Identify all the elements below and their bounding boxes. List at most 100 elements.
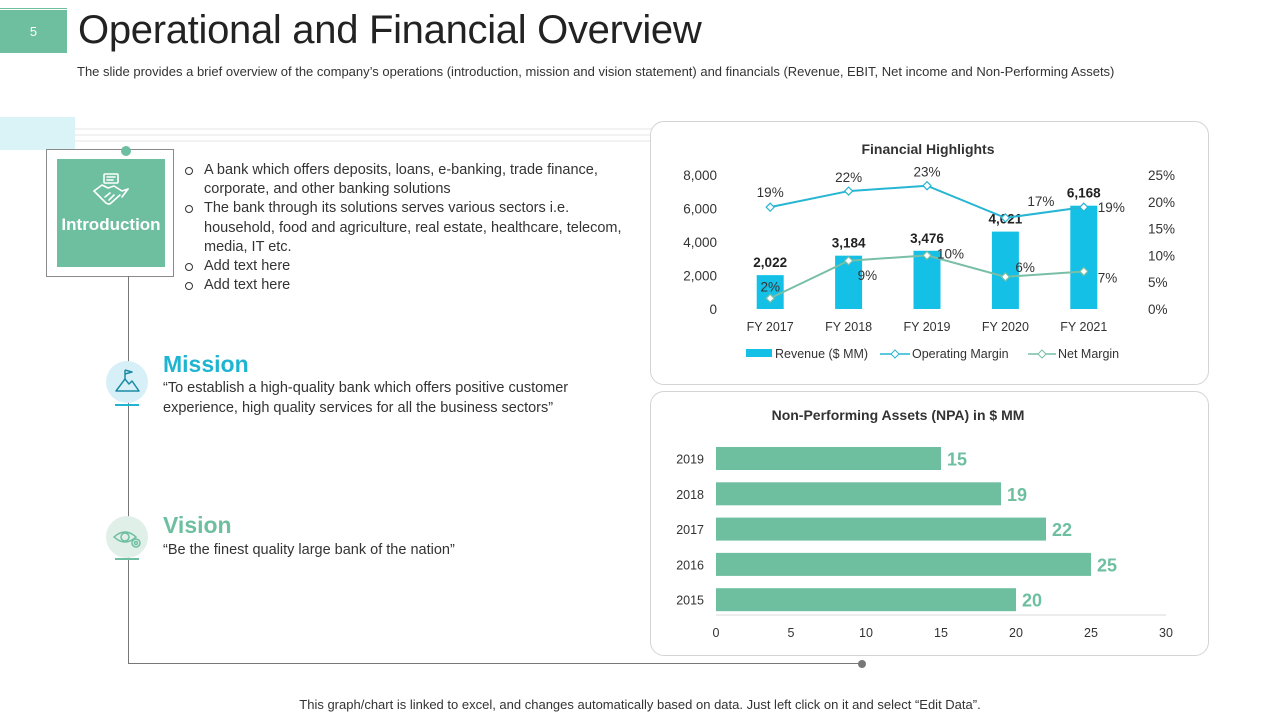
handshake-icon xyxy=(93,173,129,205)
chart-title: Non-Performing Assets (NPA) in $ MM xyxy=(772,407,1025,423)
legend-label: Net Margin xyxy=(1058,347,1119,361)
operating-margin-data-label: 19% xyxy=(757,185,784,200)
revenue-bar xyxy=(1070,205,1098,309)
npa-data-label: 25 xyxy=(1097,555,1117,575)
legend-label: Revenue ($ MM) xyxy=(775,347,868,361)
net-margin-data-label: 2% xyxy=(760,279,780,294)
net-margin-data-label: 7% xyxy=(1098,270,1118,285)
npa-bar xyxy=(716,482,1001,506)
decorative-lines xyxy=(75,128,655,142)
mountain-flag-icon xyxy=(115,369,140,392)
y-right-tick-label: 0% xyxy=(1148,302,1168,317)
npa-bar xyxy=(716,588,1016,612)
y-right-tick-label: 20% xyxy=(1148,195,1175,210)
mission-underline xyxy=(115,404,139,406)
operating-margin-data-label: 19% xyxy=(1098,200,1125,215)
page-title: Operational and Financial Overview xyxy=(78,8,702,52)
revenue-data-label: 2,022 xyxy=(753,255,787,270)
list-item: The bank through its solutions serves va… xyxy=(185,199,625,257)
operating-margin-marker xyxy=(1000,213,1011,223)
legend-marker-operating-margin xyxy=(890,349,900,359)
x-tick-label: 0 xyxy=(713,626,720,640)
net-margin-marker xyxy=(922,250,932,261)
net-margin-marker xyxy=(1000,271,1011,282)
operating-margin-marker xyxy=(922,180,932,191)
timeline-start-dot xyxy=(121,146,131,156)
npa-chart: Non-Performing Assets (NPA) in $ MM 20 19 1… xyxy=(676,407,1173,640)
npa-data-label: 22 xyxy=(1052,520,1072,540)
y-left-tick-label: 8,000 xyxy=(683,168,717,183)
legend-swatch-revenue xyxy=(746,349,772,357)
operating-margin-marker xyxy=(843,186,854,196)
mission-text: “To establish a high-quality bank which … xyxy=(163,380,569,416)
net-margin-marker xyxy=(765,293,776,304)
operating-margin-data-label: 22% xyxy=(835,170,862,185)
y-left-tick-label: 2,000 xyxy=(683,269,717,284)
legend-label: Operating Margin xyxy=(912,347,1009,361)
x-tick-label: 30 xyxy=(1159,626,1173,640)
introduction-card: Introduction xyxy=(46,149,174,277)
npa-data-label: 20 xyxy=(1022,591,1042,611)
x-tick-label: 15 xyxy=(934,626,948,640)
y-left-tick-label: 6,000 xyxy=(683,202,717,217)
vision-icon-badge xyxy=(106,516,148,558)
eye-gear-icon xyxy=(112,531,141,548)
revenue-bar xyxy=(913,250,941,309)
operating-margin-data-label: 17% xyxy=(1027,194,1054,209)
revenue-data-label: 3,476 xyxy=(910,231,944,246)
npa-bar xyxy=(716,552,1091,576)
y-left-tick-label: 0 xyxy=(709,302,717,317)
slide-number-rule xyxy=(0,8,67,9)
list-item: A bank which offers deposits, loans, e-b… xyxy=(185,161,625,199)
net-margin-marker xyxy=(1078,266,1089,277)
y-right-tick-label: 15% xyxy=(1148,222,1175,237)
y-tick-label: 2015 xyxy=(676,594,704,608)
timeline-vertical-line xyxy=(128,276,129,664)
y-right-tick-label: 25% xyxy=(1148,168,1175,183)
x-tick-label: FY 2019 xyxy=(903,320,950,334)
npa-data-label: 19 xyxy=(1007,485,1027,505)
revenue-data-label: 3,184 xyxy=(832,236,866,251)
slide-number: 5 xyxy=(0,10,67,53)
npa-data-label: 15 xyxy=(947,450,967,470)
x-tick-label: 25 xyxy=(1084,626,1098,640)
operating-margin-marker xyxy=(765,202,776,213)
npa-panel: Non-Performing Assets (NPA) in $ MM 20 19 1… xyxy=(650,391,1209,656)
list-item: Add text here xyxy=(185,276,625,295)
financial-highlights-panel: Financial Highlights 0 2,000 4,000 6,000 8,00… xyxy=(650,121,1209,385)
x-tick-label: FY 2020 xyxy=(982,320,1029,334)
operating-margin-marker xyxy=(1078,202,1089,213)
x-tick-label: FY 2018 xyxy=(825,320,872,334)
legend-marker-net-margin xyxy=(1037,349,1047,359)
vision-heading: Vision xyxy=(163,512,232,538)
chart-title: Financial Highlights xyxy=(861,141,994,157)
mission-heading: Mission xyxy=(163,351,249,377)
y-tick-label: 2018 xyxy=(676,488,704,502)
net-margin-data-label: 10% xyxy=(937,246,964,261)
y-tick-label: 2016 xyxy=(676,558,704,572)
introduction-tile: Introduction xyxy=(57,159,165,267)
x-tick-label: 20 xyxy=(1009,626,1023,640)
list-item: Add text here xyxy=(185,257,625,276)
x-tick-label: FY 2021 xyxy=(1060,320,1107,334)
revenue-bar xyxy=(991,231,1019,309)
x-tick-label: 5 xyxy=(788,626,795,640)
financial-highlights-chart: Financial Highlights 0 2,000 4,000 6,000 8,00… xyxy=(683,141,1175,361)
net-margin-data-label: 9% xyxy=(858,268,878,283)
introduction-list: A bank which offers deposits, loans, e-b… xyxy=(185,161,625,295)
decorative-band xyxy=(0,117,75,150)
introduction-label: Introduction xyxy=(61,215,161,234)
vision-underline xyxy=(115,558,139,560)
x-tick-label: 10 xyxy=(859,626,873,640)
y-left-tick-label: 4,000 xyxy=(683,235,717,250)
y-right-tick-label: 10% xyxy=(1148,248,1175,263)
revenue-data-label: 6,168 xyxy=(1067,186,1101,201)
net-margin-marker xyxy=(843,255,854,266)
page-subtitle: The slide provides a brief overview of t… xyxy=(77,64,1115,79)
y-tick-label: 2017 xyxy=(676,523,704,537)
x-tick-label: FY 2017 xyxy=(747,320,794,334)
npa-bar xyxy=(716,447,941,470)
revenue-bar xyxy=(756,275,784,309)
operating-margin-data-label: 23% xyxy=(913,165,940,180)
net-margin-data-label: 6% xyxy=(1015,260,1035,275)
